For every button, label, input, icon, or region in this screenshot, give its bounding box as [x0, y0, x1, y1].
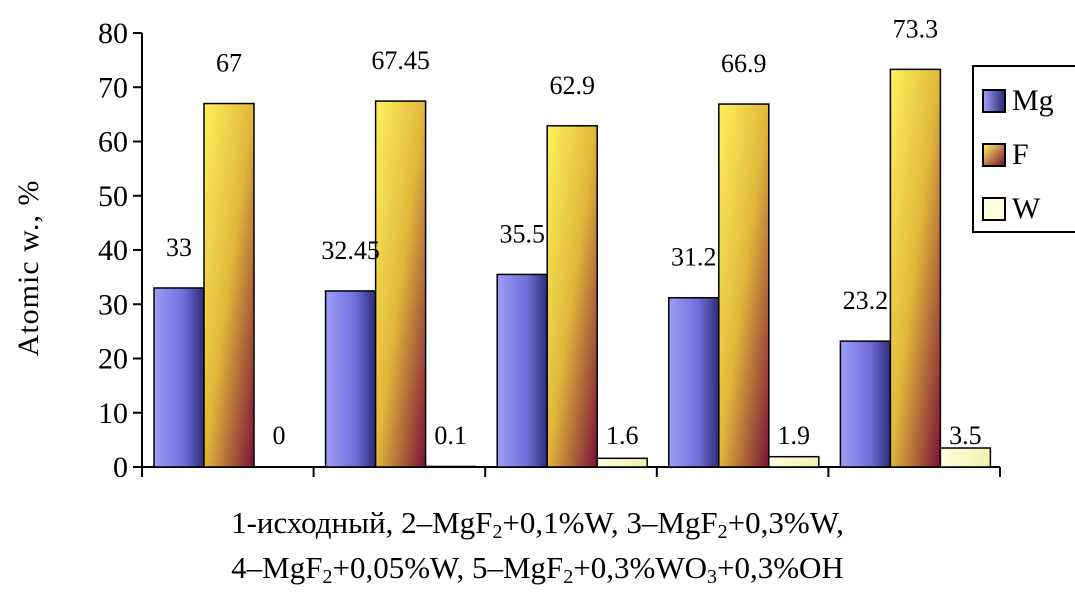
bar-w-4: [768, 455, 820, 468]
bar-f-1: [203, 102, 255, 468]
bar-mg-1: [153, 287, 205, 468]
caption-line-2: 4–MgF2+0,05%W, 5–MgF2+0,3%WO3+0,3%OH: [231, 550, 844, 588]
data-label-f-1: 67: [216, 49, 242, 78]
bar-chart: 0 10 20 30 40 50 60 70 80 33 67 0 32.45 67.45 0.1 35.5…: [12, 14, 1001, 484]
legend-swatch-f: [982, 143, 1006, 167]
legend: Mg F W: [972, 65, 1075, 233]
bar-f-2: [374, 100, 427, 468]
y-axis-label: Atomic w., %: [12, 180, 45, 357]
legend-item-f: F: [982, 140, 1029, 170]
data-label-mg-1: 33: [166, 233, 192, 262]
data-label-f-5: 73.3: [893, 14, 939, 43]
caption-line-1: 1-исходный, 2–MgF2+0,1%W, 3–MgF2+0,3%W,: [231, 505, 844, 543]
y-tick-label: 70: [98, 71, 128, 104]
bar-mg-5: [839, 340, 892, 468]
bar-w-3: [596, 457, 648, 468]
chart-caption: 1-исходный, 2–MgF2+0,1%W, 3–MgF2+0,3%W, …: [0, 505, 1075, 595]
data-labels: 33 67 0 32.45 67.45 0.1 35.5 62.9 1.6 31.2 66.9 1.9…: [166, 14, 982, 450]
legend-item-w: W: [982, 194, 1040, 224]
y-tick-label: 50: [98, 180, 128, 213]
bar-mg-4: [668, 296, 720, 468]
caption-subscript: 3: [706, 566, 717, 588]
data-label-w-5: 3.5: [949, 421, 982, 450]
legend-label-f: F: [1012, 138, 1029, 171]
data-label-f-4: 66.9: [721, 49, 767, 78]
bar-f-4: [718, 103, 770, 468]
y-tick-label: 60: [98, 126, 128, 159]
data-label-w-1: 0: [273, 421, 286, 450]
bar-mg-2: [324, 290, 377, 468]
data-label-f-3: 62.9: [549, 71, 595, 100]
data-label-mg-5: 23.2: [843, 286, 889, 315]
y-tick-label: 80: [98, 17, 128, 50]
bar-mg-3: [496, 273, 548, 468]
data-label-mg-4: 31.2: [671, 243, 717, 272]
legend-swatch-w: [982, 197, 1006, 221]
y-tick-label: 40: [98, 234, 128, 267]
legend-label-w: W: [1012, 192, 1041, 225]
legend-item-mg: Mg: [982, 86, 1054, 116]
bars: [153, 68, 992, 468]
legend-swatch-mg: [982, 89, 1006, 113]
bar-f-5: [889, 68, 942, 468]
data-label-w-2: 0.1: [434, 421, 467, 450]
caption-subscript: 2: [492, 521, 503, 543]
y-tick-label: 10: [98, 397, 128, 430]
caption-subscript: 2: [322, 566, 333, 588]
data-label-w-3: 1.6: [606, 421, 639, 450]
caption-subscript: 2: [563, 566, 574, 588]
y-tick-label: 20: [98, 343, 128, 376]
data-label-mg-2: 32.45: [321, 236, 380, 265]
y-tick-label: 0: [113, 451, 128, 484]
data-label-w-4: 1.9: [778, 421, 811, 450]
legend-label-mg: Mg: [1012, 84, 1054, 117]
bar-w-2: [424, 465, 477, 468]
bar-f-3: [546, 125, 598, 468]
data-label-f-2: 67.45: [371, 46, 430, 75]
y-tick-label: 30: [98, 288, 128, 321]
caption-subscript: 2: [717, 521, 728, 543]
bar-w-5: [939, 447, 992, 468]
data-label-mg-3: 35.5: [499, 219, 545, 248]
